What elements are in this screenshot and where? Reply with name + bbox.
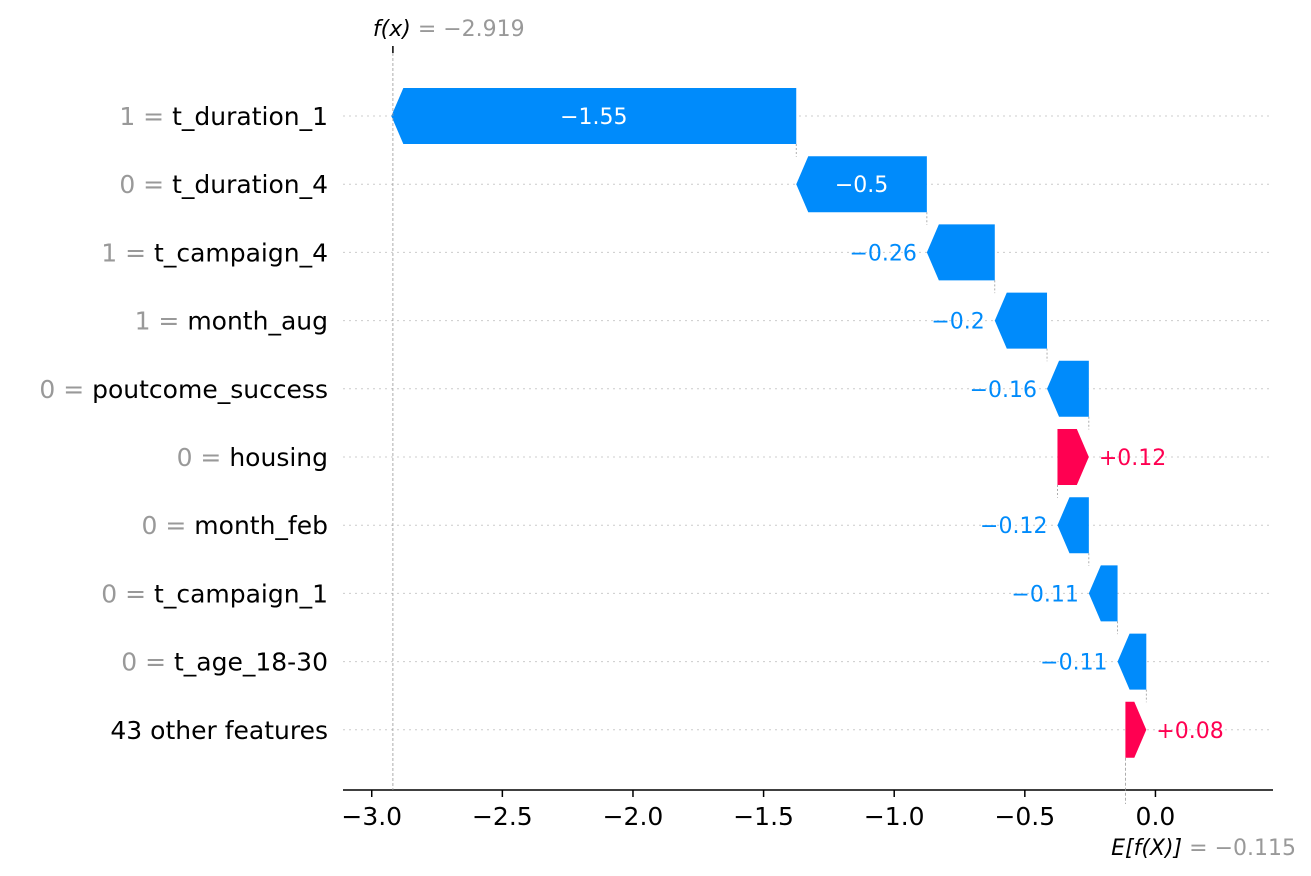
base-annotation: E[f(X)] = −0.115: [1111, 836, 1296, 861]
bar-value-label: −0.11: [1040, 651, 1107, 676]
positive-bar: [1125, 701, 1147, 758]
feature-value: 0: [142, 511, 158, 540]
feature-value: 0: [101, 579, 117, 608]
fx-value: −2.919: [443, 17, 524, 42]
annotations: f(x) = −2.919 E[f(X)] = −0.115: [373, 17, 1296, 861]
feature-name: t_duration_4: [172, 170, 328, 199]
fx-label: f(x): [373, 17, 411, 42]
x-axis: −3.0 −2.5 −2.0 −1.5 −1.0 −0.5 0.0: [341, 789, 1273, 831]
feature-label: 0 = month_feb: [142, 511, 328, 540]
feature-name: t_campaign_4: [154, 238, 328, 267]
x-tick-label: 0.0: [1136, 802, 1176, 831]
negative-bar: [1088, 565, 1118, 622]
feature-value: 0: [121, 648, 137, 677]
feature-value: 0: [119, 170, 135, 199]
feature-name: t_campaign_1: [154, 579, 328, 608]
feature-name: 43 other features: [110, 716, 328, 745]
feature-value: 0: [39, 375, 55, 404]
feature-label: 1 = t_duration_1: [119, 102, 328, 131]
negative-bar: [796, 156, 927, 213]
bar-value-label: −0.26: [849, 241, 916, 266]
feature-label: 0 = housing: [177, 443, 328, 472]
feature-value: 1: [135, 307, 151, 336]
bar-value-label: −1.55: [560, 105, 627, 130]
negative-bar: [391, 88, 797, 144]
grid-layer: [343, 115, 1273, 731]
bar-value-label: −0.16: [970, 378, 1037, 403]
feature-label: 0 = t_campaign_1: [101, 579, 328, 608]
positive-bar: [1057, 429, 1089, 485]
x-tick-label: −3.0: [341, 802, 402, 831]
feature-label: 1 = t_campaign_4: [101, 238, 328, 267]
negative-bar: [926, 224, 995, 281]
bar-value-label: +0.12: [1099, 446, 1166, 471]
feature-name: housing: [229, 443, 328, 472]
base-value: −0.115: [1215, 836, 1296, 861]
feature-name: poutcome_success: [92, 375, 328, 404]
x-tick-label: −0.5: [994, 802, 1055, 831]
feature-labels: 1 = t_duration_1 0 = t_duration_4 1 = t_ca…: [39, 102, 328, 745]
base-label: E[f(X)]: [1111, 836, 1182, 861]
negative-bar: [994, 292, 1048, 349]
negative-bar: [1047, 360, 1089, 417]
x-tick-label: −2.0: [603, 802, 664, 831]
bar-value-label: −0.11: [1011, 582, 1078, 607]
feature-value: 1: [101, 238, 117, 267]
feature-label: 0 = t_duration_4: [119, 170, 328, 199]
bar-value-label: −0.2: [931, 310, 984, 335]
feature-label: 1 = month_aug: [135, 307, 328, 336]
feature-name: t_age_18-30: [174, 648, 328, 677]
bar-value-label: −0.12: [980, 514, 1047, 539]
feature-label: 43 other features: [110, 716, 328, 745]
bar-value-label: +0.08: [1156, 719, 1223, 744]
feature-value: 1: [119, 102, 135, 131]
x-tick-label: −2.5: [472, 802, 533, 831]
feature-label: 0 = t_age_18-30: [121, 648, 328, 677]
bar-layer: −1.55 −0.5 −0.26 −0.2 −0.16 +0.12 −0.12 −0.11 −0…: [391, 88, 1224, 758]
feature-value: 0: [177, 443, 193, 472]
x-tick-label: −1.5: [733, 802, 794, 831]
bar-value-label: −0.5: [835, 173, 888, 198]
feature-name: month_aug: [187, 307, 328, 336]
x-tick-label: −1.0: [864, 802, 925, 831]
feature-name: t_duration_1: [172, 102, 328, 131]
negative-bar: [1117, 633, 1147, 690]
feature-name: month_feb: [194, 511, 328, 540]
feature-label: 0 = poutcome_success: [39, 375, 328, 404]
negative-bar: [1057, 497, 1089, 554]
fx-annotation: f(x) = −2.919: [373, 17, 525, 42]
